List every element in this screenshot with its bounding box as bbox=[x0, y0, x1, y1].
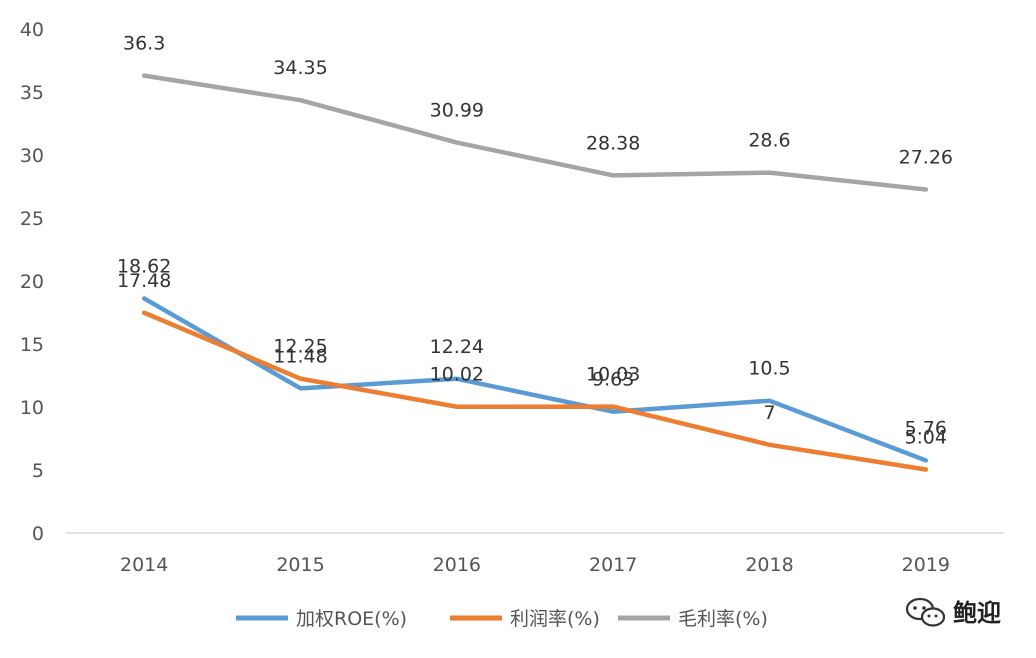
legend-label: 利润率(%) bbox=[510, 608, 600, 630]
data-label: 17.48 bbox=[117, 270, 171, 292]
data-label: 9.63 bbox=[592, 369, 634, 391]
y-tick-label: 30 bbox=[20, 145, 44, 167]
y-tick-label: 0 bbox=[32, 523, 44, 545]
data-label: 7 bbox=[763, 402, 775, 424]
data-label: 28.6 bbox=[748, 130, 790, 152]
data-label: 5.76 bbox=[905, 417, 947, 439]
x-axis: 2014 2015 2016 2017 2018 2019 bbox=[66, 532, 1004, 576]
y-tick-label: 25 bbox=[20, 208, 44, 230]
legend-label: 毛利率(%) bbox=[678, 608, 768, 630]
watermark-text: 鲍迎 bbox=[953, 599, 1001, 627]
y-tick-label: 20 bbox=[20, 271, 44, 293]
series-line-0 bbox=[141, 296, 929, 463]
data-label: 18.62 bbox=[117, 255, 171, 277]
data-label: 34.35 bbox=[273, 57, 327, 79]
data-label: 10.02 bbox=[430, 364, 484, 386]
wechat-icon bbox=[905, 597, 946, 627]
x-tick-label: 2016 bbox=[433, 554, 481, 576]
watermark: 鲍迎 bbox=[905, 597, 1001, 627]
x-tick-label: 2019 bbox=[902, 554, 950, 576]
series-line-2 bbox=[141, 73, 929, 192]
legend-label: 加权ROE(%) bbox=[296, 608, 407, 630]
data-labels: 18.62 11.48 12.24 9.63 10.5 5.76 17.48 12.25 10.… bbox=[117, 33, 953, 449]
data-label: 30.99 bbox=[430, 100, 484, 122]
data-label: 12.24 bbox=[430, 336, 484, 358]
y-tick-label: 40 bbox=[20, 19, 44, 41]
y-tick-label: 35 bbox=[20, 82, 44, 104]
data-label: 28.38 bbox=[586, 132, 640, 154]
y-tick-label: 10 bbox=[20, 397, 44, 419]
data-label: 36.3 bbox=[123, 33, 165, 55]
series-lines bbox=[141, 73, 929, 472]
legend: 加权ROE(%) 利润率(%) 毛利率(%) bbox=[236, 608, 768, 630]
data-label: 10.5 bbox=[748, 358, 790, 380]
data-label: 27.26 bbox=[899, 147, 953, 169]
y-axis: 0 5 10 15 20 25 30 35 40 bbox=[20, 19, 44, 545]
data-label: 12.25 bbox=[273, 336, 327, 358]
y-tick-label: 15 bbox=[20, 334, 44, 356]
x-tick-label: 2015 bbox=[276, 554, 324, 576]
y-tick-label: 5 bbox=[32, 460, 44, 482]
x-tick-label: 2014 bbox=[120, 554, 168, 576]
series-line-1 bbox=[141, 310, 929, 472]
x-tick-label: 2017 bbox=[589, 554, 637, 576]
data-label: 5.04 bbox=[905, 426, 947, 448]
data-label: 11.48 bbox=[273, 345, 327, 367]
data-label: 10.03 bbox=[586, 364, 640, 386]
x-tick-label: 2018 bbox=[745, 554, 793, 576]
